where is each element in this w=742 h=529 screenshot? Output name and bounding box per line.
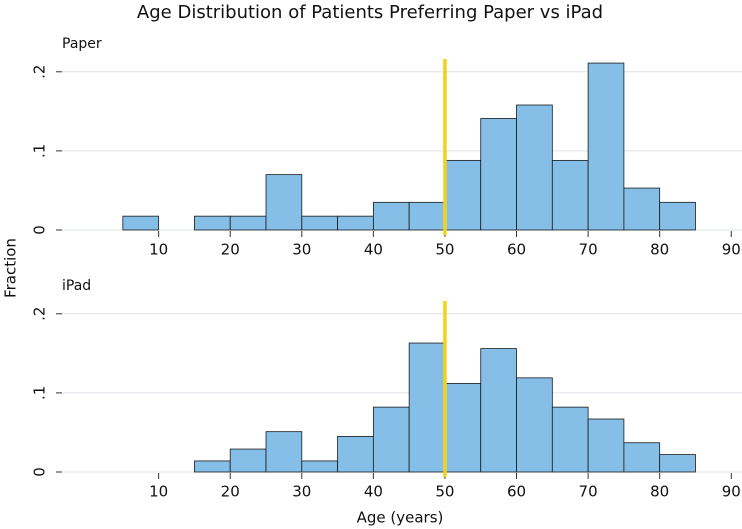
x-tick-label: 90 [722, 241, 741, 259]
x-tick-label: 50 [435, 241, 454, 259]
panel-title: iPad [62, 278, 91, 294]
x-tick-label: 40 [364, 483, 383, 501]
chart-title: Age Distribution of Patients Preferring … [137, 2, 603, 23]
x-tick-label: 60 [507, 241, 526, 259]
x-tick-label: 10 [149, 483, 168, 501]
y-tick-label: .2 [31, 65, 49, 79]
bar [372, 201, 410, 231]
bar [587, 62, 625, 231]
bar [337, 435, 374, 473]
x-tick-label: 20 [221, 483, 240, 501]
bar [444, 159, 482, 231]
bar [194, 215, 231, 231]
y-axis-label: Fraction [2, 238, 20, 298]
x-tick-label: 80 [650, 483, 669, 501]
bar [587, 418, 625, 473]
bar [551, 159, 589, 231]
y-tick-label: .1 [31, 144, 49, 158]
bar [337, 215, 374, 231]
bar [516, 377, 553, 473]
y-tick-label: 0 [31, 467, 49, 477]
x-tick-label: 70 [579, 241, 598, 259]
bar [516, 104, 553, 231]
bar [659, 454, 696, 473]
bar [229, 215, 267, 231]
bar [301, 215, 338, 231]
bar [408, 201, 446, 231]
bar [194, 460, 231, 473]
x-tick-label: 90 [722, 483, 741, 501]
x-tick-label: 60 [507, 483, 526, 501]
y-tick-label: 0 [31, 225, 49, 235]
bar [551, 406, 589, 473]
x-tick-label: 40 [364, 241, 383, 259]
x-tick-label: 30 [292, 483, 311, 501]
x-tick-label: 50 [435, 483, 454, 501]
bar [480, 348, 517, 473]
x-tick-label: 20 [221, 241, 240, 259]
bar [122, 215, 160, 231]
x-tick-label: 80 [650, 241, 669, 259]
panel-title: Paper [62, 36, 102, 52]
bar [265, 174, 303, 231]
bar [229, 448, 267, 473]
x-tick-label: 10 [149, 241, 168, 259]
x-tick-label: 30 [292, 241, 311, 259]
bar [372, 406, 410, 473]
bar [623, 187, 661, 231]
x-axis-label: Age (years) [357, 509, 444, 527]
y-tick-label: .1 [31, 386, 49, 400]
bar [408, 342, 446, 473]
bar [301, 460, 338, 473]
y-tick-label: .2 [31, 307, 49, 321]
bar [444, 382, 482, 473]
bar [265, 431, 303, 473]
x-tick-label: 70 [579, 483, 598, 501]
bar [480, 118, 517, 231]
bar [623, 442, 661, 473]
bar [659, 201, 696, 231]
